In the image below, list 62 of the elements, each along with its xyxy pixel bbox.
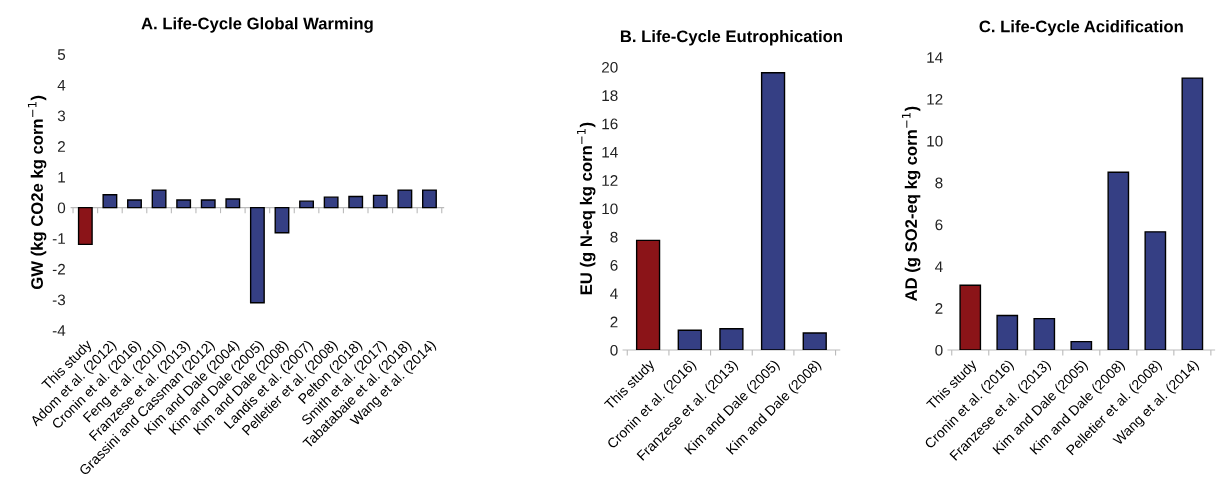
y-tick-label: 20	[602, 61, 618, 73]
bar	[959, 284, 982, 351]
bar	[422, 189, 437, 209]
y-tick-label: 1	[58, 171, 65, 183]
bar	[127, 199, 142, 209]
y-tick-label: 5	[57, 49, 66, 60]
bar	[323, 196, 339, 209]
y-tick-label: 8	[610, 231, 618, 243]
y-tick-label: 12	[927, 93, 943, 105]
y-tick-label: -2	[52, 263, 65, 275]
y-tick-label: 10	[927, 135, 943, 147]
bar	[1070, 340, 1093, 351]
y-tick-label: 0	[57, 202, 66, 214]
y-tick-label: 6	[610, 260, 618, 271]
bar	[249, 206, 265, 304]
y-tick-label: -1	[52, 233, 65, 244]
y-tick-label: 0	[610, 344, 618, 356]
bar	[1033, 317, 1056, 351]
y-tick-label: 6	[935, 219, 943, 231]
bar	[802, 332, 827, 351]
y-tick-label: 16	[602, 118, 618, 130]
chart-title: B. Life-Cycle Eutrophication	[620, 29, 842, 46]
y-tick-label: 3	[57, 110, 66, 122]
y-tick-label: 2	[935, 303, 943, 314]
y-tick-label: 14	[602, 146, 618, 158]
bar	[1144, 231, 1167, 351]
chart-title: A. Life-Cycle Global Warming	[141, 17, 373, 33]
bar	[996, 314, 1019, 351]
y-tick-label: 0	[935, 344, 943, 356]
bar	[299, 200, 315, 209]
bar	[102, 194, 118, 209]
bar	[677, 329, 702, 351]
y-tick-label: -4	[52, 325, 66, 336]
y-tick-label: 14	[927, 52, 943, 63]
bar	[760, 72, 786, 351]
y-tick-label: 4	[935, 261, 943, 272]
bar	[372, 194, 388, 209]
bar	[635, 239, 661, 351]
bar	[1181, 77, 1204, 351]
bar	[274, 206, 290, 234]
bar	[200, 199, 216, 209]
y-tick-label: 10	[602, 203, 618, 215]
bar	[77, 206, 93, 246]
y-axis-title: AD (g SO2-eq kg corn$^{−1}$)	[901, 106, 921, 302]
y-tick-label: 4	[57, 79, 66, 91]
y-tick-label: 4	[610, 288, 618, 299]
bar	[151, 189, 167, 209]
bar	[348, 195, 364, 209]
bar	[719, 328, 744, 351]
y-axis-title: GW (kg CO2e kg corn$^{−1}$)	[27, 95, 47, 289]
y-tick-label: 8	[935, 177, 943, 189]
bar	[176, 199, 192, 209]
y-axis-title: EU (g N-eq kg corn$^{−1}$)	[577, 122, 596, 295]
y-tick-label: 18	[602, 90, 618, 102]
y-tick-label: 2	[58, 141, 65, 152]
y-tick-label: -3	[52, 294, 66, 306]
bar	[397, 189, 413, 209]
chart-title: C. Life-Cycle Acidification	[979, 20, 1183, 36]
y-tick-label: 12	[602, 175, 618, 186]
bar	[1107, 171, 1130, 351]
bar	[225, 198, 241, 209]
y-tick-label: 2	[610, 316, 618, 328]
